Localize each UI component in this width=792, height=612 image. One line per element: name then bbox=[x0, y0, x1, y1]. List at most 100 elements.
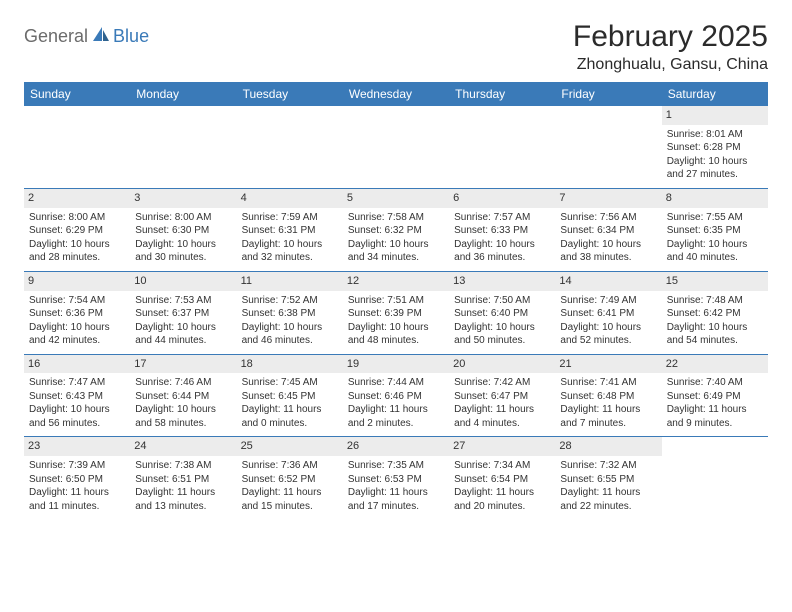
calendar-week: 1Sunrise: 8:01 AMSunset: 6:28 PMDaylight… bbox=[24, 106, 768, 189]
day-number: 7 bbox=[555, 189, 661, 208]
daylight-line: Daylight: 10 hours and 56 minutes. bbox=[29, 403, 125, 430]
day-number: 16 bbox=[24, 355, 130, 374]
sunrise-line: Sunrise: 7:54 AM bbox=[29, 294, 125, 308]
sunset-line: Sunset: 6:49 PM bbox=[667, 390, 763, 404]
calendar-cell: 6Sunrise: 7:57 AMSunset: 6:33 PMDaylight… bbox=[449, 189, 555, 271]
weekday-header: Thursday bbox=[449, 82, 555, 106]
daylight-line: Daylight: 11 hours and 20 minutes. bbox=[454, 486, 550, 513]
calendar-cell: 16Sunrise: 7:47 AMSunset: 6:43 PMDayligh… bbox=[24, 355, 130, 437]
daylight-line: Daylight: 11 hours and 7 minutes. bbox=[560, 403, 656, 430]
weekday-header: Tuesday bbox=[237, 82, 343, 106]
day-number: 3 bbox=[130, 189, 236, 208]
calendar-weeks: 1Sunrise: 8:01 AMSunset: 6:28 PMDaylight… bbox=[24, 106, 768, 519]
month-title: February 2025 bbox=[573, 20, 768, 54]
calendar-page: General Blue February 2025 Zhonghualu, G… bbox=[0, 0, 792, 539]
weekday-header: Monday bbox=[130, 82, 236, 106]
sunset-line: Sunset: 6:42 PM bbox=[667, 307, 763, 321]
brand-text-blue: Blue bbox=[113, 26, 149, 47]
sunset-line: Sunset: 6:30 PM bbox=[135, 224, 231, 238]
calendar-cell bbox=[343, 106, 449, 188]
sunset-line: Sunset: 6:36 PM bbox=[29, 307, 125, 321]
sunrise-line: Sunrise: 8:00 AM bbox=[29, 211, 125, 225]
daylight-line: Daylight: 10 hours and 34 minutes. bbox=[348, 238, 444, 265]
sunrise-line: Sunrise: 7:59 AM bbox=[242, 211, 338, 225]
day-number: 11 bbox=[237, 272, 343, 291]
calendar-cell: 17 Sunrise: 7:46 AMSunset: 6:44 PMDayligh… bbox=[130, 355, 236, 437]
daylight-line: Daylight: 11 hours and 13 minutes. bbox=[135, 486, 231, 513]
sunset-line: Sunset: 6:51 PM bbox=[135, 473, 231, 487]
daylight-line: Daylight: 11 hours and 0 minutes. bbox=[242, 403, 338, 430]
day-number: 6 bbox=[449, 189, 555, 208]
sunrise-line: Sunrise: 7:34 AM bbox=[454, 459, 550, 473]
calendar-cell: 4Sunrise: 7:59 AMSunset: 6:31 PMDaylight… bbox=[237, 189, 343, 271]
calendar-cell: 12Sunrise: 7:51 AMSunset: 6:39 PMDayligh… bbox=[343, 272, 449, 354]
sunset-line: Sunset: 6:52 PM bbox=[242, 473, 338, 487]
sunset-line: Sunset: 6:48 PM bbox=[560, 390, 656, 404]
sunrise-line: Sunrise: 7:55 AM bbox=[667, 211, 763, 225]
day-number: 9 bbox=[24, 272, 130, 291]
day-number: 22 bbox=[662, 355, 768, 374]
daylight-line: Daylight: 10 hours and 48 minutes. bbox=[348, 321, 444, 348]
sunset-line: Sunset: 6:55 PM bbox=[560, 473, 656, 487]
sunrise-line: Sunrise: 7:35 AM bbox=[348, 459, 444, 473]
sunset-line: Sunset: 6:39 PM bbox=[348, 307, 444, 321]
calendar-cell: 28Sunrise: 7:32 AMSunset: 6:55 PMDayligh… bbox=[555, 437, 661, 519]
calendar-cell: 23Sunrise: 7:39 AMSunset: 6:50 PMDayligh… bbox=[24, 437, 130, 519]
sunrise-line: Sunrise: 7:44 AM bbox=[348, 376, 444, 390]
calendar-cell: 1Sunrise: 8:01 AMSunset: 6:28 PMDaylight… bbox=[662, 106, 768, 188]
daylight-line: Daylight: 10 hours and 52 minutes. bbox=[560, 321, 656, 348]
daylight-line: Daylight: 10 hours and 46 minutes. bbox=[242, 321, 338, 348]
calendar-cell: 19Sunrise: 7:44 AMSunset: 6:46 PMDayligh… bbox=[343, 355, 449, 437]
sunset-line: Sunset: 6:33 PM bbox=[454, 224, 550, 238]
title-block: February 2025 Zhonghualu, Gansu, China bbox=[573, 20, 768, 74]
calendar-cell: 21Sunrise: 7:41 AMSunset: 6:48 PMDayligh… bbox=[555, 355, 661, 437]
daylight-line: Daylight: 10 hours and 54 minutes. bbox=[667, 321, 763, 348]
calendar-cell: 5Sunrise: 7:58 AMSunset: 6:32 PMDaylight… bbox=[343, 189, 449, 271]
sunrise-line: Sunrise: 7:50 AM bbox=[454, 294, 550, 308]
daylight-line: Daylight: 11 hours and 15 minutes. bbox=[242, 486, 338, 513]
calendar-cell: 11Sunrise: 7:52 AMSunset: 6:38 PMDayligh… bbox=[237, 272, 343, 354]
sunrise-line: Sunrise: 7:39 AM bbox=[29, 459, 125, 473]
day-number: 20 bbox=[449, 355, 555, 374]
day-number: 2 bbox=[24, 189, 130, 208]
sunset-line: Sunset: 6:43 PM bbox=[29, 390, 125, 404]
sunrise-line: Sunrise: 7:51 AM bbox=[348, 294, 444, 308]
calendar-cell: 3Sunrise: 8:00 AMSunset: 6:30 PMDaylight… bbox=[130, 189, 236, 271]
day-number: 26 bbox=[343, 437, 449, 456]
daylight-line: Daylight: 10 hours and 28 minutes. bbox=[29, 238, 125, 265]
calendar-week: 23 Sunrise: 7:39 AMSunset: 6:50 PM Dayligh… bbox=[24, 437, 768, 519]
sunset-line: Sunset: 6:41 PM bbox=[560, 307, 656, 321]
sunset-line: Sunset: 6:50 PM bbox=[29, 473, 125, 487]
calendar-cell: 25Sunrise: 7:36 AMSunset: 6:52 PMDayligh… bbox=[237, 437, 343, 519]
brand-logo: General Blue bbox=[24, 26, 149, 47]
daylight-line: Daylight: 10 hours and 58 minutes. bbox=[135, 403, 231, 430]
weekday-header: Wednesday bbox=[343, 82, 449, 106]
daylight-line: Daylight: 10 hours and 27 minutes. bbox=[667, 155, 763, 182]
sunrise-line: Sunrise: 8:00 AM bbox=[135, 211, 231, 225]
sunrise-line: Sunrise: 7:46 AM bbox=[135, 376, 231, 390]
sunset-line: Sunset: 6:34 PM bbox=[560, 224, 656, 238]
sunset-line: Sunset: 6:46 PM bbox=[348, 390, 444, 404]
sunrise-line: Sunrise: 7:36 AM bbox=[242, 459, 338, 473]
calendar-cell bbox=[555, 106, 661, 188]
page-header: General Blue February 2025 Zhonghualu, G… bbox=[24, 20, 768, 74]
calendar-cell bbox=[237, 106, 343, 188]
daylight-line: Daylight: 10 hours and 38 minutes. bbox=[560, 238, 656, 265]
sunset-line: Sunset: 6:54 PM bbox=[454, 473, 550, 487]
daylight-line: Daylight: 10 hours and 44 minutes. bbox=[135, 321, 231, 348]
sunrise-line: Sunrise: 7:53 AM bbox=[135, 294, 231, 308]
calendar-cell: 26Sunrise: 7:35 AMSunset: 6:53 PMDayligh… bbox=[343, 437, 449, 519]
sunrise-line: Sunrise: 7:38 AM bbox=[135, 459, 231, 473]
day-number: 17 bbox=[130, 355, 236, 374]
daylight-line: Daylight: 11 hours and 9 minutes. bbox=[667, 403, 763, 430]
day-number: 27 bbox=[449, 437, 555, 456]
sunset-line: Sunset: 6:53 PM bbox=[348, 473, 444, 487]
sunrise-line: Sunrise: 8:01 AM bbox=[667, 128, 763, 142]
sunset-line: Sunset: 6:44 PM bbox=[135, 390, 231, 404]
sunrise-line: Sunrise: 7:58 AM bbox=[348, 211, 444, 225]
calendar-cell: 27 Sunrise: 7:34 AMSunset: 6:54 PMDayligh… bbox=[449, 437, 555, 519]
calendar-cell: 9Sunrise: 7:54 AMSunset: 6:36 PMDaylight… bbox=[24, 272, 130, 354]
day-number: 23 bbox=[24, 437, 130, 456]
sunset-line: Sunset: 6:38 PM bbox=[242, 307, 338, 321]
day-number: 21 bbox=[555, 355, 661, 374]
